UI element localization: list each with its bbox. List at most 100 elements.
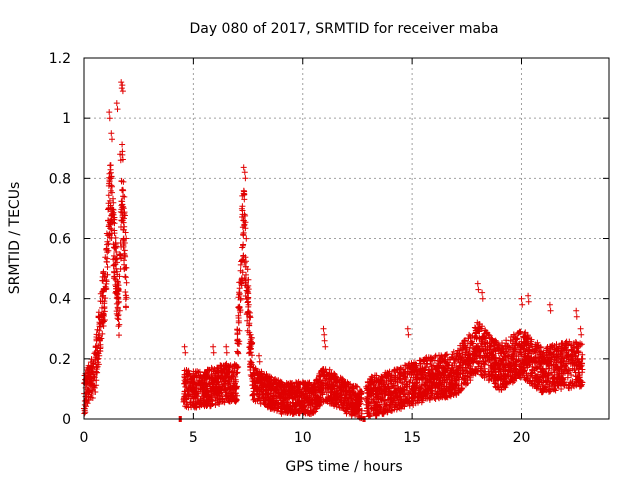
data-point: [435, 363, 442, 370]
data-point: [222, 378, 229, 385]
data-point: [110, 206, 117, 213]
data-point: [368, 405, 375, 412]
data-point: [318, 399, 325, 406]
data-point: [236, 285, 243, 292]
data-point: [575, 365, 582, 372]
data-point: [103, 259, 110, 265]
data-point: [528, 372, 535, 379]
data-point: [435, 362, 442, 369]
data-point: [110, 199, 117, 206]
data-point: [298, 388, 305, 395]
data-point: [292, 389, 299, 396]
data-point: [511, 348, 517, 355]
data-point: [457, 353, 464, 360]
data-point: [326, 381, 333, 388]
data-point: [417, 365, 424, 372]
data-point: [544, 379, 551, 386]
data-point: [560, 366, 567, 373]
data-point: [238, 205, 245, 212]
data-point: [423, 360, 430, 367]
data-point: [334, 396, 340, 403]
data-point: [245, 276, 252, 283]
data-point: [525, 372, 532, 378]
data-point: [229, 392, 236, 399]
data-point: [579, 355, 586, 362]
data-point: [233, 378, 239, 385]
data-point: [374, 387, 381, 394]
data-point: [504, 352, 511, 359]
data-point: [405, 391, 412, 397]
data-point: [561, 346, 568, 352]
data-point: [248, 339, 255, 346]
data-point: [568, 342, 575, 349]
data-point: [185, 392, 191, 399]
data-point: [100, 317, 107, 324]
data-point: [352, 412, 359, 419]
data-point: [471, 334, 478, 341]
data-point: [286, 403, 293, 410]
data-point: [380, 381, 387, 388]
y-tick-label: 0: [62, 412, 71, 428]
y-axis-label: SRMTID / TECUs: [7, 182, 23, 295]
data-point: [239, 214, 245, 220]
data-point: [462, 358, 468, 365]
data-point: [108, 182, 115, 189]
data-point: [218, 362, 225, 369]
data-point: [481, 354, 487, 360]
data-point: [240, 242, 246, 249]
data-point: [569, 378, 576, 385]
data-point: [84, 381, 90, 388]
data-point: [100, 269, 107, 276]
data-point: [113, 100, 120, 107]
data-point: [522, 353, 528, 360]
data-point: [421, 356, 428, 363]
data-point: [181, 380, 188, 387]
data-point: [486, 356, 493, 363]
data-point: [209, 376, 216, 383]
data-point: [491, 373, 498, 380]
data-point: [214, 365, 220, 372]
data-point: [488, 363, 495, 369]
data-point: [404, 395, 411, 402]
data-point: [408, 385, 415, 392]
data-point: [104, 238, 111, 245]
data-point: [281, 406, 288, 413]
data-point: [253, 369, 260, 376]
data-point: [239, 211, 246, 218]
data-point: [562, 362, 569, 369]
data-point: [491, 380, 498, 387]
data-point: [550, 386, 557, 393]
data-point: [332, 390, 338, 397]
data-point: [89, 386, 96, 393]
data-point: [565, 358, 572, 365]
data-point: [110, 262, 117, 269]
data-point: [437, 375, 444, 382]
data-point: [492, 374, 499, 381]
data-point: [245, 301, 252, 308]
data-point: [93, 369, 100, 376]
data-point: [272, 385, 279, 392]
data-point: [467, 363, 474, 370]
data-point: [119, 187, 125, 194]
data-point: [181, 343, 188, 350]
data-point: [352, 397, 359, 404]
data-point: [540, 385, 547, 391]
data-point: [116, 332, 122, 339]
data-point: [513, 336, 520, 343]
data-point: [121, 215, 127, 222]
data-point: [212, 402, 219, 408]
data-point: [404, 325, 411, 332]
data-point: [519, 301, 526, 308]
data-point: [119, 204, 126, 211]
data-point: [122, 303, 129, 310]
data-point: [534, 382, 541, 389]
data-point: [396, 405, 403, 412]
data-point: [104, 264, 111, 270]
data-point: [385, 373, 392, 380]
data-point: [543, 360, 550, 367]
data-point: [256, 352, 262, 359]
data-point: [447, 390, 454, 397]
data-point: [101, 274, 108, 281]
data-point: [416, 375, 423, 382]
